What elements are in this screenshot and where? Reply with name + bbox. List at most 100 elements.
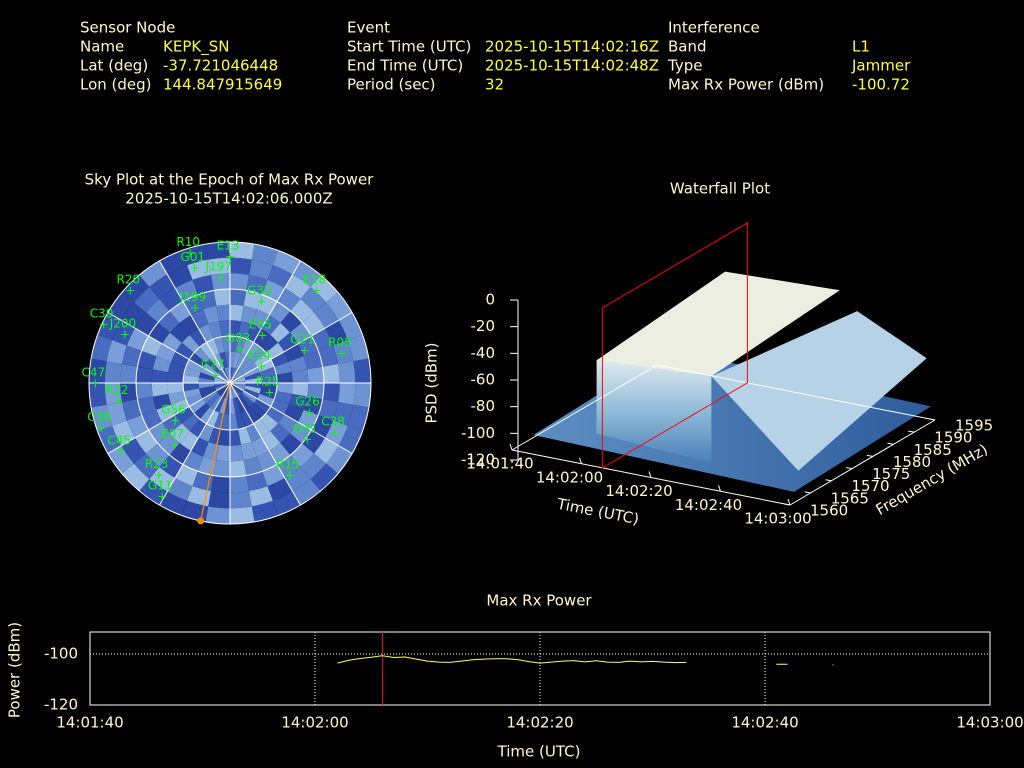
sky-cell xyxy=(230,383,246,386)
sky-cell xyxy=(244,385,261,394)
sky-cell xyxy=(314,437,339,464)
sky-cell xyxy=(182,383,200,392)
satellite-marker: + xyxy=(337,346,347,360)
sky-cell xyxy=(146,443,170,467)
sky-cell xyxy=(149,274,176,299)
sky-cell xyxy=(216,444,230,462)
sky-cell xyxy=(213,336,225,354)
sky-cell xyxy=(270,351,289,367)
sky-cell xyxy=(189,398,206,414)
sky-cell xyxy=(310,463,338,491)
sky-cell xyxy=(139,260,168,287)
sky-cell xyxy=(230,367,233,383)
freq-tick-label: 1570 xyxy=(851,477,889,495)
sky-cell xyxy=(137,350,157,370)
sky-cell xyxy=(216,304,230,322)
sky-cell xyxy=(288,356,308,373)
satellite-marker: + xyxy=(185,246,195,260)
sky-cell xyxy=(237,355,251,371)
sky-cell xyxy=(200,367,217,378)
sky-cell xyxy=(198,383,215,389)
sky-cell xyxy=(126,328,149,351)
azimuth-spoke xyxy=(107,312,231,384)
sky-cell xyxy=(347,404,369,432)
sky-cell xyxy=(213,460,230,478)
time-tick xyxy=(509,443,513,451)
sky-cell xyxy=(318,345,338,367)
sky-cell xyxy=(244,372,261,381)
sky-cell xyxy=(146,299,170,323)
sky-cell xyxy=(276,383,293,394)
time-tick xyxy=(648,471,652,478)
sky-cell xyxy=(168,391,186,405)
sky-cell xyxy=(325,320,348,346)
sky-cell xyxy=(230,460,247,478)
sky-cell xyxy=(262,279,285,302)
z-tick-label: -20 xyxy=(471,317,496,335)
sky-cell xyxy=(280,311,302,333)
sky-cell xyxy=(243,290,263,310)
sky-cell xyxy=(249,486,273,507)
satellite-label: G56 xyxy=(161,402,186,416)
freq-tick-label: 1560 xyxy=(810,502,848,520)
sky-cell xyxy=(250,403,266,419)
sky-cell xyxy=(230,241,255,260)
sky-cell xyxy=(235,353,246,370)
sky-cell xyxy=(235,412,247,430)
sky-cell xyxy=(257,393,275,407)
sky-cell xyxy=(230,413,239,431)
freq-tick xyxy=(825,479,832,482)
sky-cell xyxy=(270,399,289,415)
sky-cell xyxy=(338,383,356,405)
sky-cell xyxy=(243,367,260,378)
satellite-label: G21 xyxy=(290,332,315,346)
azimuth-spoke xyxy=(159,260,231,384)
sky-cell xyxy=(175,342,194,360)
sky-cell xyxy=(185,359,203,373)
sky-cell xyxy=(219,320,230,337)
sky-cell xyxy=(284,343,304,362)
sky-cell xyxy=(338,361,356,383)
sky-cell xyxy=(198,324,214,343)
field-value: -37.721046448 xyxy=(163,57,278,75)
sky-cell xyxy=(333,402,354,426)
y-tick-label: -100 xyxy=(44,644,78,662)
sky-cell xyxy=(253,419,271,438)
satellite-label: R10 xyxy=(176,235,200,249)
sky-cell xyxy=(353,383,372,408)
field-value: L1 xyxy=(852,38,870,56)
sky-cell xyxy=(152,356,172,373)
satellite-label: E07 xyxy=(161,427,184,441)
freq-tick xyxy=(887,442,894,445)
sky-cell xyxy=(156,343,176,362)
sky-cell xyxy=(272,250,301,275)
sky-cell xyxy=(171,351,190,367)
time-tick-label: 14:02:20 xyxy=(605,482,672,500)
sky-cell xyxy=(311,415,334,438)
sky-cell xyxy=(230,288,247,306)
satellite-marker: + xyxy=(304,405,314,419)
sky-cell xyxy=(213,288,230,306)
freq-tick xyxy=(783,503,791,506)
sky-cell xyxy=(274,361,292,375)
sky-cell xyxy=(192,275,214,295)
z-tick-label: -80 xyxy=(471,397,496,415)
sky-cell xyxy=(224,351,230,368)
sky-cell xyxy=(318,399,338,421)
satellite-label: J199 xyxy=(179,290,206,304)
sky-cell xyxy=(284,467,311,492)
sky-cell xyxy=(266,406,285,424)
sky-cell xyxy=(158,311,180,333)
azimuth-spoke xyxy=(229,382,353,454)
sky-cell xyxy=(203,305,220,325)
power-y-label: Power (dBm) xyxy=(6,622,24,718)
field-value: 32 xyxy=(485,76,504,94)
time-tick-label: 14:02:00 xyxy=(536,468,603,486)
base-edge xyxy=(511,364,658,451)
sky-cell xyxy=(159,491,188,516)
sky-cell xyxy=(221,413,230,431)
sky-cell xyxy=(170,323,190,343)
satellite-marker: + xyxy=(114,394,124,408)
sky-cell xyxy=(104,361,122,383)
x-tick-label: 14:02:20 xyxy=(506,714,573,732)
